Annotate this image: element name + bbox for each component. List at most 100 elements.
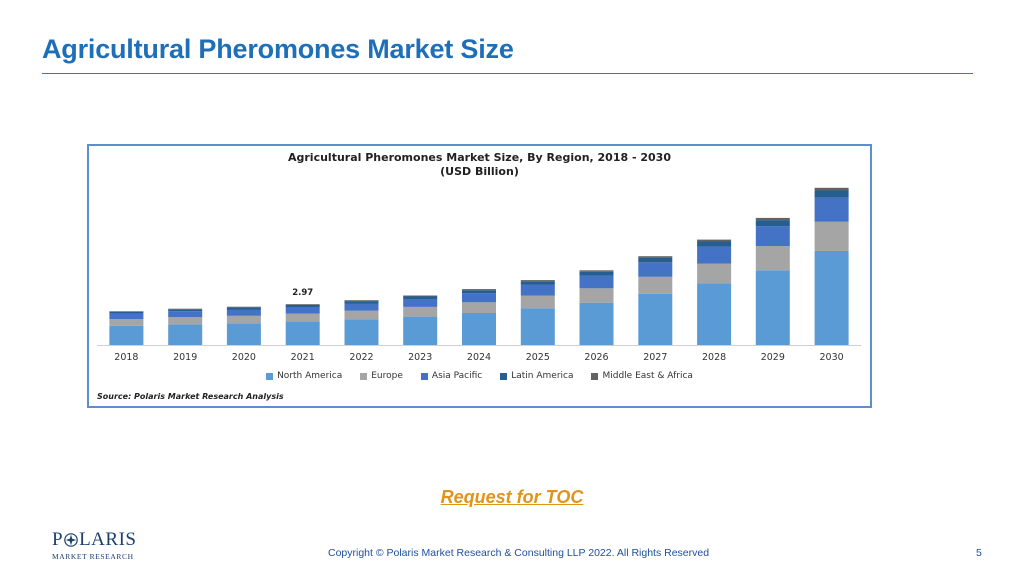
- bar-segment-asia-pacific-2026: [579, 275, 614, 289]
- bar-segment-north-america-2028: [697, 283, 732, 345]
- x-tick-label: 2029: [761, 352, 785, 363]
- logo-subtitle: MARKET RESEARCH: [52, 552, 134, 561]
- legend-swatch: [420, 372, 428, 380]
- bar-segment-latin-america-2024: [462, 290, 496, 294]
- stacked-bar-chart: 2018 2019 2020 2021 2.97 2022 2023 2024 2025 2026…: [97, 187, 861, 363]
- bar-segment-latin-america-2025: [520, 281, 555, 285]
- bar-segment-asia-pacific-2024: [462, 293, 496, 303]
- bar-segment-middle-east-africa-2025: [520, 280, 555, 282]
- bar-segment-europe-2023: [403, 307, 438, 317]
- chart-title: Agricultural Pheromones Market Size, By …: [287, 151, 671, 164]
- chart-frame: Agricultural Pheromones Market Size, By …: [87, 144, 872, 408]
- x-tick-label: 2019: [173, 352, 197, 363]
- data-label: 2.97: [292, 288, 313, 298]
- legend-item: Latin America: [500, 371, 573, 381]
- bar-segment-asia-pacific-2018: [109, 313, 144, 319]
- bar-segment-latin-america-2023: [403, 296, 438, 300]
- bar-segment-asia-pacific-2022: [344, 303, 379, 311]
- bar-segment-north-america-2019: [168, 324, 203, 345]
- bar-segment-north-america-2027: [638, 293, 673, 345]
- bar-segment-latin-america-2018: [109, 311, 144, 314]
- bar-segment-europe-2018: [109, 319, 144, 326]
- bar-segment-middle-east-africa-2020: [226, 306, 261, 308]
- bar-segment-middle-east-africa-2023: [403, 295, 438, 297]
- bar-segment-asia-pacific-2021: [285, 307, 320, 314]
- bar-segment-europe-2026: [579, 288, 614, 303]
- compass-star-icon: [64, 533, 78, 547]
- legend-swatch: [360, 372, 368, 380]
- legend-label: North America: [277, 371, 343, 381]
- bar-segment-europe-2019: [168, 317, 203, 325]
- bar-segment-europe-2028: [697, 263, 732, 284]
- bar-segment-middle-east-africa-2024: [462, 289, 496, 291]
- legend-label: Asia Pacific: [431, 371, 483, 381]
- legend-label: Middle East & Africa: [602, 371, 693, 381]
- bar-segment-middle-east-africa-2029: [755, 217, 790, 221]
- bar-segment-north-america-2024: [462, 313, 496, 345]
- bar-segment-middle-east-africa-2026: [579, 270, 614, 272]
- copyright-text: Copyright © Polaris Market Research & Co…: [328, 547, 710, 559]
- page-number: 5: [976, 547, 982, 559]
- bar-segment-asia-pacific-2020: [226, 309, 261, 316]
- title-divider: [42, 73, 973, 74]
- legend-item: Europe: [360, 371, 403, 381]
- bar-segment-asia-pacific-2019: [168, 311, 203, 318]
- x-tick-label: 2025: [526, 352, 550, 363]
- x-tick-label: 2028: [702, 352, 726, 363]
- bar-segment-middle-east-africa-2027: [638, 256, 673, 258]
- bar-segment-middle-east-africa-2030: [814, 187, 849, 191]
- bar-segment-north-america-2029: [755, 270, 790, 345]
- bar-segment-north-america-2023: [403, 316, 438, 345]
- bar-segment-asia-pacific-2025: [520, 284, 555, 296]
- bar-segment-north-america-2025: [520, 308, 555, 345]
- bar-segment-middle-east-africa-2021: [285, 304, 320, 305]
- bar-segment-europe-2029: [755, 246, 790, 271]
- bar-segment-north-america-2020: [226, 323, 261, 345]
- request-toc-link[interactable]: Request for TOC: [440, 487, 584, 507]
- x-tick-label: 2021: [291, 352, 315, 363]
- bar-segment-latin-america-2022: [344, 301, 379, 304]
- bar-segment-latin-america-2019: [168, 309, 203, 312]
- chart-legend: North America Europe Asia Pacific Latin Ame…: [89, 371, 870, 381]
- legend-label: Europe: [371, 371, 403, 381]
- bar-segment-middle-east-africa-2018: [109, 311, 144, 312]
- logo-letters: LARIS: [79, 529, 137, 550]
- bar-segment-latin-america-2030: [814, 190, 849, 198]
- bar-segment-middle-east-africa-2022: [344, 300, 379, 301]
- bar-segment-north-america-2026: [579, 302, 614, 346]
- bar-segment-asia-pacific-2028: [697, 246, 732, 264]
- bar-segment-europe-2020: [226, 315, 261, 324]
- bar-segment-north-america-2018: [109, 325, 144, 345]
- bar-segment-europe-2027: [638, 276, 673, 294]
- bar-segment-latin-america-2021: [285, 304, 320, 307]
- bar-segment-middle-east-africa-2028: [697, 239, 732, 242]
- legend-label: Latin America: [511, 371, 574, 381]
- x-tick-label: 2030: [820, 352, 844, 363]
- bar-segment-europe-2021: [285, 313, 320, 322]
- x-tick-label: 2027: [643, 352, 667, 363]
- bar-segment-latin-america-2020: [226, 307, 261, 310]
- legend-swatch: [591, 372, 599, 380]
- bar-segment-north-america-2021: [285, 321, 320, 345]
- logo-wordmark: P LARIS: [52, 530, 136, 550]
- polaris-logo: P LARIS MARKET RESEARCH: [52, 530, 142, 564]
- bar-segment-latin-america-2029: [755, 220, 790, 227]
- chart-subtitle: (USD Billion): [440, 165, 519, 178]
- bar-segment-north-america-2030: [814, 250, 849, 345]
- x-tick-label: 2022: [349, 352, 373, 363]
- bar-segment-latin-america-2028: [697, 241, 732, 247]
- bar-segment-asia-pacific-2023: [403, 299, 438, 307]
- x-tick-label: 2023: [408, 352, 432, 363]
- chart-source: Source: Polaris Market Research Analysis: [97, 392, 284, 401]
- x-tick-label: 2026: [584, 352, 608, 363]
- x-tick-label: 2024: [467, 352, 491, 363]
- bar-segment-latin-america-2027: [638, 257, 673, 263]
- bar-segment-asia-pacific-2029: [755, 226, 790, 246]
- slide-title: Agricultural Pheromones Market Size: [42, 34, 514, 64]
- bar-segment-europe-2024: [462, 302, 496, 313]
- bar-segment-europe-2022: [344, 310, 379, 320]
- legend-swatch: [500, 372, 508, 380]
- bar-segment-asia-pacific-2027: [638, 262, 673, 277]
- legend-item: Middle East & Africa: [591, 371, 693, 381]
- bar-segment-europe-2030: [814, 221, 849, 251]
